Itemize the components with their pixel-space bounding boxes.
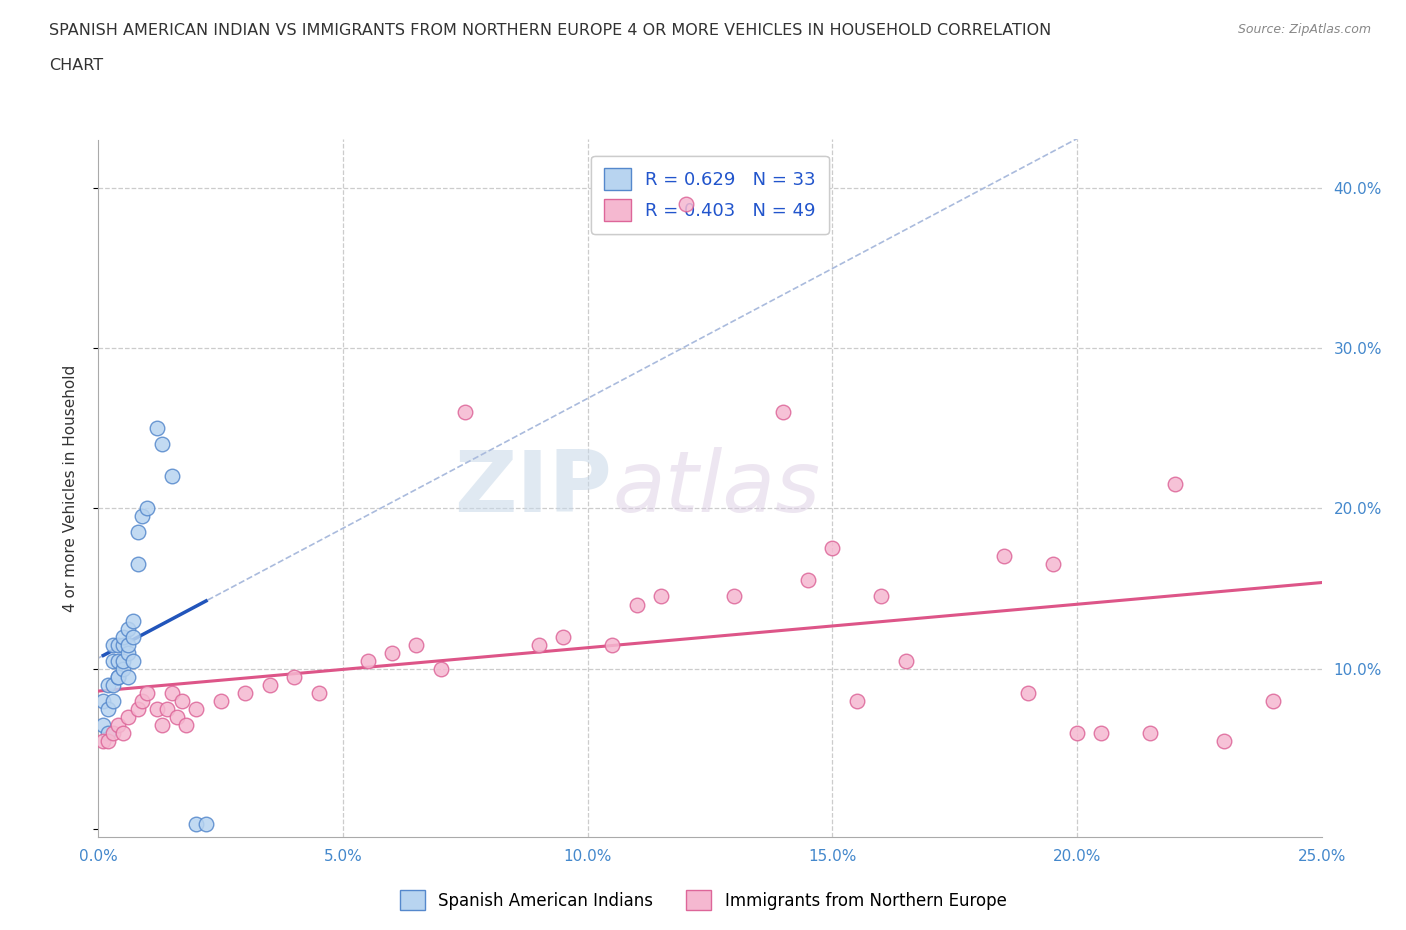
Point [97, 734, 120, 749]
Point [97, 677, 120, 692]
Point [1017, 685, 1039, 700]
Point [1164, 477, 1187, 492]
Point [111, 629, 134, 644]
Point [127, 557, 149, 572]
Point [797, 573, 820, 588]
Text: SPANISH AMERICAN INDIAN VS IMMIGRANTS FROM NORTHERN EUROPE 4 OR MORE VEHICLES IN: SPANISH AMERICAN INDIAN VS IMMIGRANTS FR… [49, 23, 1052, 38]
Point [170, 693, 193, 708]
Point [1139, 725, 1161, 740]
Point [150, 717, 173, 732]
Text: ZIP: ZIP [454, 446, 612, 530]
Point [127, 525, 149, 539]
Point [186, 701, 208, 716]
Point [553, 629, 575, 644]
Point [772, 405, 794, 419]
Point [1042, 557, 1064, 572]
Point [91, 717, 114, 732]
Point [146, 701, 169, 716]
Point [101, 693, 124, 708]
Point [131, 693, 153, 708]
Point [1066, 725, 1088, 740]
Point [166, 710, 188, 724]
Point [233, 685, 256, 700]
Point [176, 717, 198, 732]
Point [150, 437, 173, 452]
Point [131, 509, 153, 524]
Point [160, 685, 183, 700]
Point [1212, 734, 1234, 749]
Point [650, 589, 672, 604]
Point [97, 725, 120, 740]
Point [101, 653, 124, 668]
Point [107, 637, 129, 652]
Point [845, 693, 868, 708]
Point [101, 637, 124, 652]
Point [821, 541, 844, 556]
Point [527, 637, 550, 652]
Point [117, 637, 139, 652]
Point [127, 701, 149, 716]
Point [381, 645, 404, 660]
Point [121, 653, 143, 668]
Point [111, 725, 134, 740]
Point [111, 637, 134, 652]
Point [993, 549, 1015, 564]
Point [107, 670, 129, 684]
Point [107, 670, 129, 684]
Point [107, 717, 129, 732]
Point [356, 653, 378, 668]
Point [156, 701, 179, 716]
Point [894, 653, 917, 668]
Point [146, 420, 169, 435]
Point [117, 645, 139, 660]
Text: CHART: CHART [49, 58, 103, 73]
Point [117, 621, 139, 636]
Y-axis label: 4 or more Vehicles in Household: 4 or more Vehicles in Household [63, 365, 77, 612]
Point [136, 501, 159, 516]
Point [117, 710, 139, 724]
Point [209, 693, 232, 708]
Point [1261, 693, 1284, 708]
Point [1090, 725, 1112, 740]
Point [186, 817, 208, 831]
Point [430, 661, 453, 676]
Point [91, 693, 114, 708]
Point [121, 613, 143, 628]
Point [405, 637, 427, 652]
Point [136, 685, 159, 700]
Point [675, 196, 697, 211]
Point [259, 677, 281, 692]
Point [117, 670, 139, 684]
Point [101, 677, 124, 692]
Point [107, 653, 129, 668]
Text: atlas: atlas [612, 446, 820, 530]
Point [195, 817, 218, 831]
Point [101, 725, 124, 740]
Point [91, 734, 114, 749]
Point [283, 670, 305, 684]
Point [308, 685, 330, 700]
Point [454, 405, 477, 419]
Point [121, 629, 143, 644]
Text: Source: ZipAtlas.com: Source: ZipAtlas.com [1237, 23, 1371, 36]
Point [97, 701, 120, 716]
Point [600, 637, 623, 652]
Point [626, 597, 648, 612]
Point [111, 661, 134, 676]
Legend: Spanish American Indians, Immigrants from Northern Europe: Spanish American Indians, Immigrants fro… [392, 884, 1014, 917]
Legend: R = 0.629   N = 33, R = 0.403   N = 49: R = 0.629 N = 33, R = 0.403 N = 49 [592, 155, 828, 233]
Point [160, 469, 183, 484]
Point [111, 653, 134, 668]
Point [870, 589, 893, 604]
Point [723, 589, 745, 604]
